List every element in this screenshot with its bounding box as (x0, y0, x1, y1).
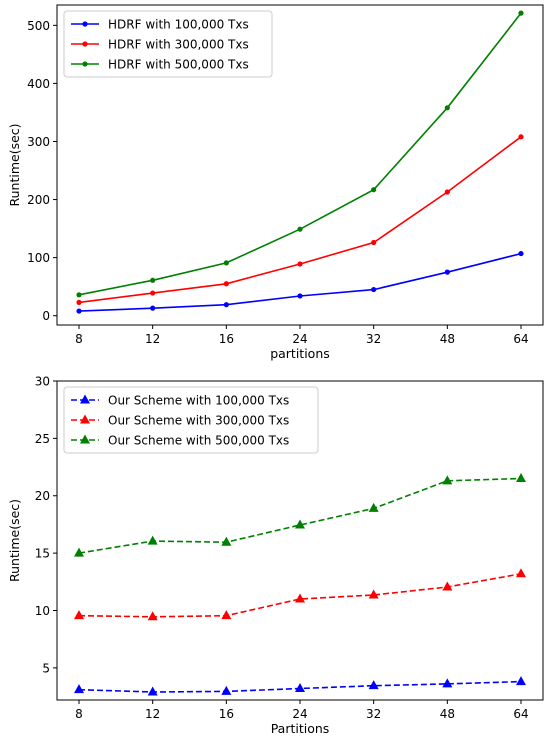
legend-entry: HDRF with 100,000 Txs (108, 18, 249, 32)
data-point (150, 290, 156, 296)
x-tick-label: 48 (440, 332, 455, 346)
data-point (368, 680, 379, 690)
y-tick-label: 500 (27, 19, 50, 33)
y-tick-label: 20 (35, 489, 50, 503)
data-point (74, 547, 84, 557)
legend-entry: Our Scheme with 500,000 Txs (108, 434, 289, 448)
data-point (223, 302, 229, 308)
data-point (518, 134, 524, 140)
data-point (221, 685, 232, 695)
legend-marker (82, 41, 88, 47)
data-point (444, 189, 450, 195)
x-axis-label: Partitions (271, 721, 330, 736)
data-point (371, 286, 377, 293)
x-tick-label: 12 (145, 332, 160, 346)
series-our-scheme-with-300-000-txs (74, 568, 526, 621)
data-point (516, 473, 526, 483)
data-point (295, 683, 305, 693)
data-point (297, 293, 303, 299)
data-point (223, 281, 229, 287)
data-point (76, 292, 82, 298)
data-point (516, 568, 526, 578)
y-tick-label: 10 (35, 604, 50, 618)
series-hdrf-with-100-000-txs (76, 250, 524, 314)
x-tick-label: 64 (513, 332, 528, 346)
x-tick-label: 64 (513, 707, 528, 721)
data-point (371, 187, 377, 193)
x-tick-label: 8 (75, 332, 83, 346)
data-point (516, 676, 526, 686)
y-tick-label: 5 (42, 661, 50, 675)
y-tick-label: 400 (27, 77, 50, 91)
x-tick-label: 48 (440, 707, 455, 721)
data-point (74, 684, 84, 694)
data-point (442, 678, 453, 688)
data-point (444, 269, 450, 275)
legend: HDRF with 100,000 Txs HDRF with 300,000 T… (63, 10, 273, 78)
legend-marker (80, 394, 90, 404)
legend-entry: HDRF with 500,000 Txs (108, 58, 249, 72)
data-point (76, 299, 82, 305)
data-point (371, 239, 377, 246)
legend-entry: Our Scheme with 100,000 Txs (108, 394, 289, 408)
data-point (150, 305, 156, 311)
y-axis-label: Runtime(sec) (7, 499, 22, 582)
legend-marker (80, 434, 90, 444)
data-point (442, 475, 453, 485)
x-tick-label: 8 (75, 707, 83, 721)
x-axis-label: partitions (270, 346, 330, 361)
x-tick-label: 32 (366, 332, 381, 346)
x-tick-label: 12 (145, 707, 160, 721)
data-point (295, 593, 305, 603)
legend-box (63, 10, 273, 78)
data-point (368, 589, 379, 599)
y-tick-label: 15 (35, 547, 50, 561)
y-tick-label: 200 (27, 193, 50, 207)
data-point (297, 261, 303, 267)
data-point (518, 250, 524, 257)
data-point (221, 536, 232, 546)
series-our-scheme-with-100-000-txs (74, 676, 526, 696)
y-tick-label: 30 (35, 375, 50, 389)
data-point (74, 610, 84, 620)
x-tick-label: 16 (219, 332, 234, 346)
y-tick-label: 100 (27, 251, 50, 265)
y-tick-label: 0 (42, 309, 50, 323)
data-point (150, 277, 156, 283)
legend-entry: HDRF with 300,000 Txs (108, 38, 249, 52)
data-point (223, 260, 229, 266)
legend-entry: Our Scheme with 300,000 Txs (108, 414, 289, 428)
y-tick-label: 300 (27, 135, 50, 149)
legend-marker (82, 21, 88, 27)
legend-box (63, 386, 319, 454)
y-tick-label: 25 (35, 432, 50, 446)
legend-marker (80, 414, 90, 424)
data-point (518, 10, 524, 16)
data-point (147, 611, 158, 621)
x-tick-label: 32 (366, 707, 381, 721)
y-axis-label: Runtime(sec) (7, 123, 22, 206)
data-point (147, 535, 158, 545)
data-point (368, 502, 379, 512)
data-point (297, 226, 303, 232)
legend-marker (82, 61, 88, 67)
series-hdrf-with-300-000-txs (76, 134, 524, 305)
data-point (76, 308, 82, 314)
series-our-scheme-with-500-000-txs (74, 473, 526, 557)
series-hdrf-with-500-000-txs (76, 10, 524, 298)
data-point (444, 105, 450, 111)
x-tick-label: 24 (292, 707, 307, 721)
legend: Our Scheme with 100,000 Txs Our Scheme wi… (63, 386, 319, 454)
data-point (221, 610, 232, 620)
data-point (442, 581, 453, 591)
x-tick-label: 16 (219, 707, 234, 721)
hdrf-runtime-chart: 8 12 16 24 32 48 64 0 100 200 300 400 500 partitions R… (7, 4, 544, 361)
data-point (147, 686, 158, 696)
our-scheme-runtime-chart: 8 12 16 24 32 48 64 5 10 15 20 25 30 Partitions Runtim… (7, 375, 544, 736)
x-tick-label: 24 (292, 332, 307, 346)
data-point (295, 519, 305, 529)
